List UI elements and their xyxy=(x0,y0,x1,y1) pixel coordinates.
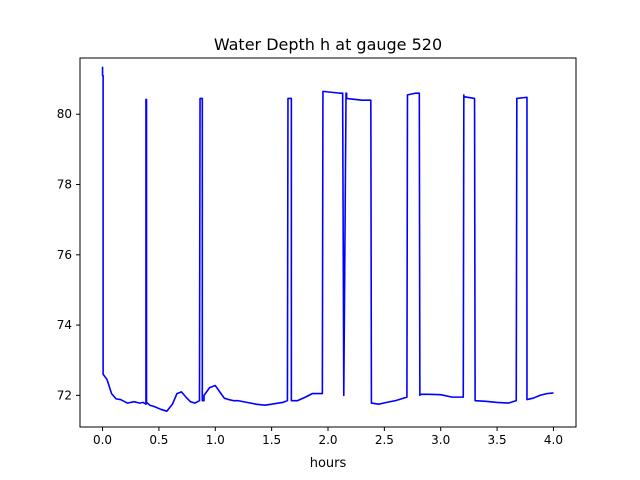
x-tick-label: 1.5 xyxy=(262,433,281,447)
y-axis: 72 74 76 78 80 xyxy=(57,107,80,402)
axes-frame xyxy=(79,57,577,428)
x-tick-label: 0.5 xyxy=(149,433,168,447)
y-tick-label: 80 xyxy=(57,107,72,121)
y-tick-label: 76 xyxy=(57,248,72,262)
x-tick-label: 1.0 xyxy=(206,433,225,447)
series-line-0 xyxy=(101,66,554,412)
x-tick-label: 2.0 xyxy=(318,433,337,447)
x-axis-label: hours xyxy=(310,456,347,471)
x-tick-label: 4.0 xyxy=(544,433,563,447)
y-tick-label: 72 xyxy=(57,388,72,402)
y-tick-label: 78 xyxy=(57,178,72,192)
x-tick-label: 3.0 xyxy=(431,433,450,447)
x-axis: 0.0 0.5 1.0 1.5 2.0 2.5 3.0 3.5 4.0 xyxy=(93,427,563,447)
x-tick-label: 2.5 xyxy=(375,433,394,447)
plot-area xyxy=(101,66,554,412)
y-tick-label: 74 xyxy=(57,318,72,332)
chart-title: Water Depth h at gauge 520 xyxy=(214,35,442,54)
x-tick-label: 3.5 xyxy=(488,433,507,447)
x-tick-label: 0.0 xyxy=(93,433,112,447)
